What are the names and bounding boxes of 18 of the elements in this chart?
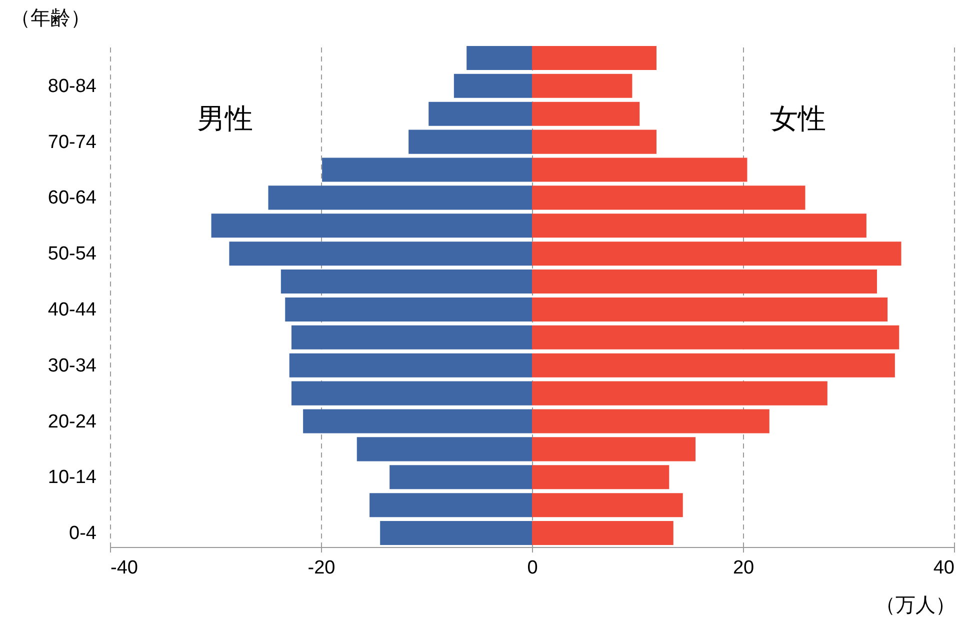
y-axis-title: （年齢） <box>10 8 90 30</box>
y-tick-label: 20-24 <box>48 411 97 432</box>
x-tick-label: 0 <box>527 558 538 578</box>
y-tick-label: 60-64 <box>48 188 97 209</box>
x-tick-label: -20 <box>308 558 336 578</box>
y-tick-label: 0-4 <box>69 523 97 544</box>
y-tick-label: 10-14 <box>48 467 97 488</box>
y-tick-label: 80-84 <box>48 76 97 97</box>
series-label: 男性 <box>197 103 253 134</box>
x-tick-label: 40 <box>933 558 954 578</box>
series-label: 女性 <box>770 103 826 134</box>
x-tick-label: 20 <box>732 558 754 578</box>
x-axis-title: （万人） <box>876 594 956 616</box>
x-tick-label: -40 <box>110 558 138 578</box>
y-tick-label: 50-54 <box>48 244 97 265</box>
y-tick-label: 40-44 <box>48 299 97 320</box>
y-tick-label: 30-34 <box>48 355 97 376</box>
y-tick-label: 70-74 <box>48 132 97 153</box>
